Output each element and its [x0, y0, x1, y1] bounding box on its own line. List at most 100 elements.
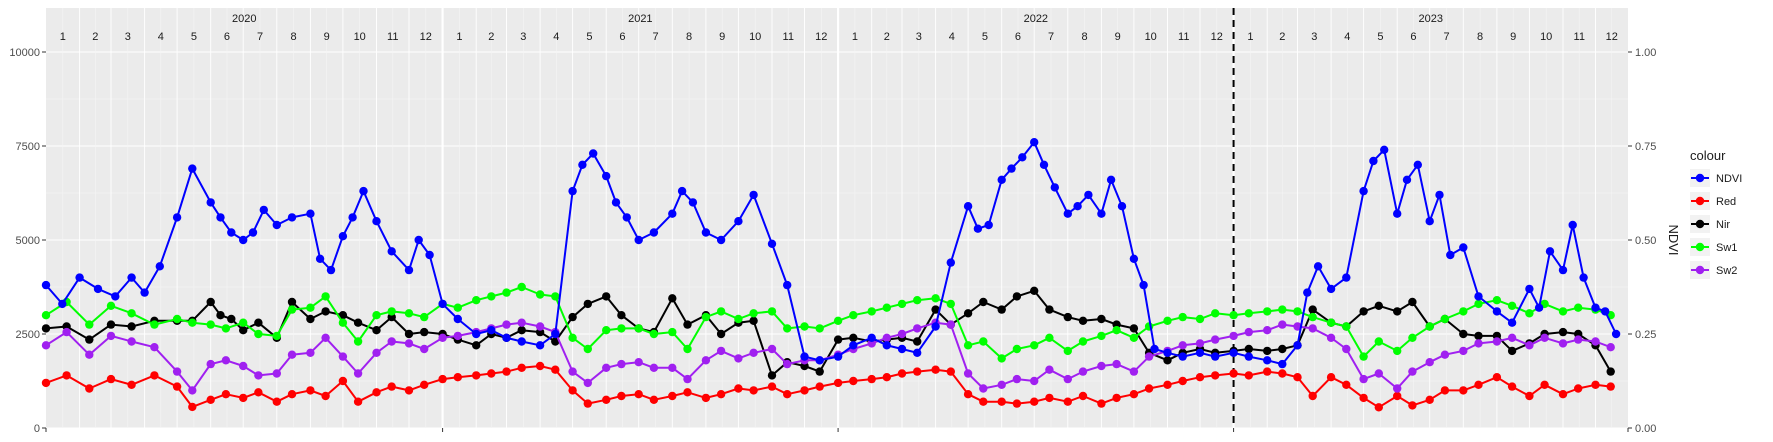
data-point-sw1: [1308, 312, 1317, 322]
data-point-sw1: [239, 318, 248, 327]
data-point-ndvi: [1413, 160, 1423, 169]
data-point-sw2: [1045, 365, 1054, 374]
data-point-sw2: [568, 367, 577, 376]
legend-key-point: [1695, 173, 1705, 183]
data-point-nir: [1308, 305, 1317, 314]
data-point-sw2: [716, 346, 726, 356]
data-point-ndvi: [734, 217, 743, 226]
month-label: 7: [652, 31, 658, 43]
data-point-sw1: [404, 309, 414, 318]
data-point-sw1: [1359, 352, 1368, 361]
data-point-red: [272, 397, 281, 406]
data-point-ndvi: [1063, 209, 1073, 218]
data-point-ndvi: [1393, 209, 1402, 218]
data-point-red: [1112, 393, 1121, 403]
data-point-nir: [306, 314, 315, 324]
data-point-nir: [1359, 307, 1368, 316]
data-point-nir: [1263, 346, 1272, 356]
data-point-ndvi: [425, 250, 434, 260]
data-point-sw2: [1063, 374, 1073, 384]
data-point-red: [1374, 403, 1384, 412]
series-line-red: [45, 365, 1611, 409]
data-point-sw2: [617, 359, 626, 369]
data-point-sw1: [867, 307, 876, 316]
data-point-ndvi: [1402, 175, 1412, 184]
data-point-sw2: [997, 380, 1006, 389]
data-point-sw2: [1112, 359, 1121, 369]
data-point-nir: [127, 322, 136, 331]
data-point-sw2: [649, 363, 659, 372]
data-point-red: [1574, 384, 1583, 393]
data-point-red: [1492, 373, 1502, 382]
data-point-sw2: [1540, 333, 1549, 342]
data-point-sw1: [617, 324, 626, 333]
month-label: 5: [586, 31, 592, 43]
data-point-ndvi: [1435, 190, 1444, 200]
data-point-ndvi: [767, 239, 777, 248]
data-point-red: [602, 395, 611, 404]
data-point-red: [1540, 380, 1549, 389]
data-point-sw2: [272, 369, 281, 378]
data-point-sw2: [1278, 320, 1287, 329]
data-point-ndvi: [1178, 352, 1187, 361]
data-point-red: [1408, 401, 1417, 410]
data-point-sw1: [1178, 312, 1187, 322]
data-point-red: [734, 384, 743, 393]
data-point-nir: [815, 367, 824, 376]
data-point-sw2: [683, 374, 692, 384]
data-point-sw1: [583, 344, 592, 354]
data-point-sw1: [997, 354, 1006, 363]
data-point-sw2: [1308, 324, 1317, 333]
data-point-sw2: [946, 320, 955, 329]
data-point-nir: [931, 305, 940, 314]
data-point-sw1: [1326, 318, 1336, 327]
legend-key-nir: Nir: [1690, 215, 1730, 233]
data-point-red: [1425, 395, 1434, 404]
data-point-red: [617, 391, 626, 401]
data-point-sw2: [963, 369, 973, 378]
data-point-sw1: [1574, 303, 1583, 312]
data-point-red: [188, 402, 197, 412]
data-point-sw1: [734, 314, 743, 324]
data-point-ndvi: [1380, 145, 1389, 154]
data-point-ndvi: [338, 232, 348, 241]
data-point-nir: [1507, 346, 1517, 356]
data-point-ndvi: [259, 205, 268, 215]
series-red: [41, 361, 1615, 412]
series-ndvi: [41, 138, 1621, 369]
data-point-red: [85, 384, 94, 393]
data-point-ndvi: [239, 235, 248, 245]
data-point-red: [420, 380, 429, 389]
data-point-red: [1195, 373, 1205, 382]
data-point-ndvi: [93, 284, 103, 294]
data-point-ndvi: [946, 258, 955, 267]
data-point-red: [1293, 373, 1302, 382]
data-point-ndvi: [833, 352, 843, 361]
data-point-ndvi: [472, 329, 481, 339]
data-point-red: [387, 382, 396, 391]
data-point-sw1: [420, 312, 429, 322]
data-point-sw1: [1293, 307, 1302, 316]
data-point-red: [897, 369, 907, 378]
data-point-sw1: [127, 309, 136, 318]
data-point-nir: [683, 320, 692, 329]
month-label: 8: [1477, 31, 1483, 43]
month-label: 7: [1443, 31, 1449, 43]
data-point-ndvi: [306, 209, 315, 218]
data-point-nir: [1078, 316, 1088, 325]
data-point-ndvi: [1369, 156, 1378, 166]
year-label: 2022: [1024, 13, 1048, 25]
data-point-red: [568, 386, 577, 395]
data-point-red: [1474, 380, 1483, 389]
data-point-ndvi: [372, 217, 381, 226]
data-point-ndvi: [602, 171, 611, 181]
data-point-nir: [404, 329, 414, 339]
data-point-ndvi: [75, 273, 84, 282]
data-point-sw2: [1342, 344, 1351, 354]
data-point-ndvi: [668, 209, 677, 218]
data-point-sw1: [568, 333, 577, 342]
data-point-red: [287, 390, 297, 399]
data-point-red: [1606, 382, 1615, 391]
legend-label: Sw2: [1716, 265, 1737, 277]
year-label: 2023: [1419, 13, 1443, 25]
